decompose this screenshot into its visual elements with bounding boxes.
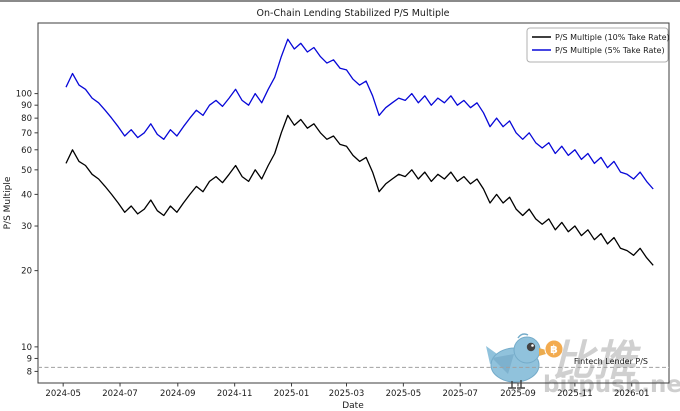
bitcoin-coin-icon	[544, 339, 564, 359]
y-tick-label: 10	[21, 343, 32, 353]
x-tick-label: 2024-09	[160, 389, 196, 399]
bird-wing	[492, 354, 514, 374]
legend-label: P/S Multiple (5% Take Rate)	[555, 46, 665, 55]
bird-tuft	[517, 333, 529, 339]
x-tick-label: 2024-05	[45, 389, 81, 399]
series-line-10pct-take-rate	[65, 114, 654, 266]
x-tick-label: 2025-09	[500, 389, 536, 399]
bird-head	[513, 336, 541, 364]
y-tick-label: 50	[21, 166, 32, 176]
chart-title: On-Chain Lending Stabilized P/S Multiple	[257, 8, 450, 19]
bird-tail	[486, 346, 500, 364]
plot-content: 2024-05 2024-07 2024-09 2024-11 2025-01 2025-…	[16, 38, 669, 399]
watermark: ฿ 比推 bitpush.news	[486, 333, 680, 398]
x-tick-label: 2025-05	[386, 389, 422, 399]
bird-legs	[508, 380, 525, 389]
y-tick-label: 9	[27, 354, 32, 364]
y-tick-label: 8	[27, 367, 32, 377]
x-tick-label: 2024-07	[102, 389, 138, 399]
x-tick-label: 2026-01	[614, 389, 650, 399]
y-tick-label: 90	[21, 101, 32, 111]
watermark-brand-cn: 比推	[552, 336, 642, 385]
plot-border	[37, 22, 670, 384]
x-tick-label: 2025-07	[442, 389, 478, 399]
y-axis-label: P/S Multiple	[3, 176, 13, 229]
legend-box	[526, 27, 669, 63]
legend: P/S Multiple (10% Take Rate) P/S Multipl…	[526, 27, 670, 63]
legend-entry: P/S Multiple (5% Take Rate)	[532, 46, 665, 55]
twitter-bird-icon: ฿	[486, 333, 564, 389]
x-tick-label: 2025-01	[274, 389, 310, 399]
y-tick-label: 70	[21, 129, 32, 139]
bird-eye	[526, 342, 536, 352]
y-tick-label: 60	[21, 146, 32, 156]
fintech-lender-ps-label: Fintech Lender P/S	[574, 357, 648, 366]
y-tick-label: 20	[21, 267, 32, 277]
y-tick-label: 100	[16, 90, 32, 100]
x-tick-label: 2025-03	[329, 389, 365, 399]
watermark-brand-en: bitpush.news	[543, 372, 680, 398]
legend-entry: P/S Multiple (10% Take Rate)	[532, 33, 670, 42]
bird-eye-glint	[531, 344, 534, 347]
x-axis-label: Date	[342, 401, 364, 411]
series-line-5pct-take-rate	[65, 38, 654, 190]
bitcoin-symbol: ฿	[550, 343, 558, 356]
y-tick-label: 40	[21, 190, 32, 200]
legend-label: P/S Multiple (10% Take Rate)	[555, 33, 670, 42]
y-tick-label: 80	[21, 114, 32, 124]
y-tick-label: 30	[21, 222, 32, 232]
x-tick-label: 2025-11	[557, 389, 593, 399]
x-tick-label: 2024-11	[217, 389, 253, 399]
